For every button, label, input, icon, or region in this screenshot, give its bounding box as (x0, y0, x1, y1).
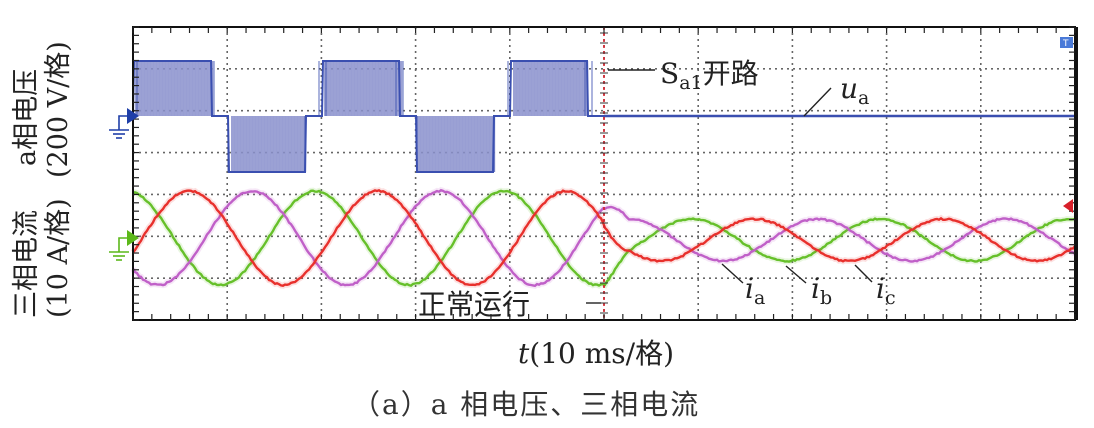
annotation-ua: ua (840, 72, 869, 109)
annotation-sa1-open: Sa1开路 (660, 52, 759, 94)
ua-leader (804, 88, 831, 116)
annotation-ia: ia (745, 272, 765, 309)
annotation-ib: ib (811, 272, 832, 309)
y-axis-unit-voltage: (200 V/格) (36, 41, 75, 178)
trigger-level-icon (1063, 199, 1073, 213)
figure-caption: （a）a 相电压、三相电流 (352, 383, 700, 423)
trigger-position-icon: T (1060, 37, 1073, 49)
y-axis-unit-current: (10 A/格) (36, 198, 75, 318)
annotation-normal-operation: 正常运行 (418, 283, 530, 323)
svg-text:T: T (1062, 39, 1069, 49)
x-axis-label: t(10 ms/格) (518, 332, 674, 372)
annotation-ic: ic (876, 272, 896, 309)
channel-marker-voltage-icon (109, 108, 139, 138)
